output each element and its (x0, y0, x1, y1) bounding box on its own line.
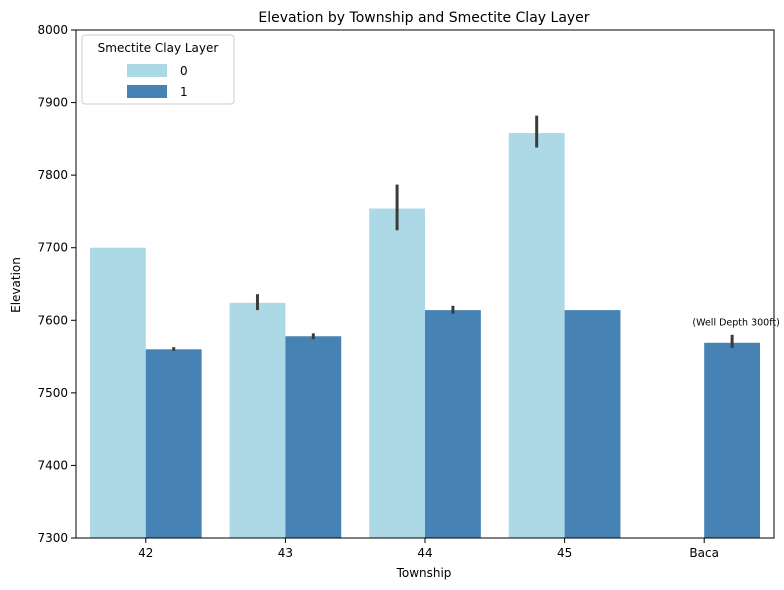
x-tick-label-Baca: Baca (689, 546, 719, 560)
x-tick-label-42: 42 (138, 546, 153, 560)
legend-label-1: 1 (180, 85, 188, 99)
bar-series-1-42 (145, 349, 202, 538)
bar-series-1-44 (425, 310, 481, 538)
y-tick-label-7300: 7300 (37, 531, 68, 545)
bar-series-0-42 (89, 247, 146, 538)
chart-title: Elevation by Township and Smectite Clay … (258, 10, 589, 26)
y-tick-label-8000: 8000 (37, 23, 68, 37)
legend-label-0: 0 (180, 64, 188, 78)
y-tick-label-7900: 7900 (37, 96, 68, 110)
bar-series-0-43 (229, 302, 286, 538)
x-axis-label: Township (396, 566, 452, 580)
annotation-well-depth: (Well Depth 300ft) (692, 317, 779, 328)
y-axis-label: Elevation (9, 257, 23, 313)
y-tick-label-7400: 7400 (37, 458, 68, 472)
x-tick-label-45: 45 (557, 546, 572, 560)
bar-series-0-44 (369, 208, 425, 539)
x-tick-label-43: 43 (278, 546, 293, 560)
y-tick-label-7500: 7500 (37, 386, 68, 400)
y-tick-label-7700: 7700 (37, 241, 68, 255)
bar-series-0-45 (508, 133, 565, 538)
legend-swatch-0 (127, 64, 167, 77)
y-tick-label-7600: 7600 (37, 313, 68, 327)
bar-series-1-43 (285, 336, 342, 538)
x-tick-label-44: 44 (417, 546, 432, 560)
legend-swatch-1 (127, 85, 167, 98)
legend-title: Smectite Clay Layer (98, 41, 219, 55)
bar-series-1-Baca (704, 342, 761, 538)
y-tick-label-7800: 7800 (37, 168, 68, 182)
plot-area: 7300 7400 7500 7600 7700 7800 7900 8000 42 43 44 45… (37, 23, 779, 560)
bar-series-1-45 (564, 310, 621, 538)
